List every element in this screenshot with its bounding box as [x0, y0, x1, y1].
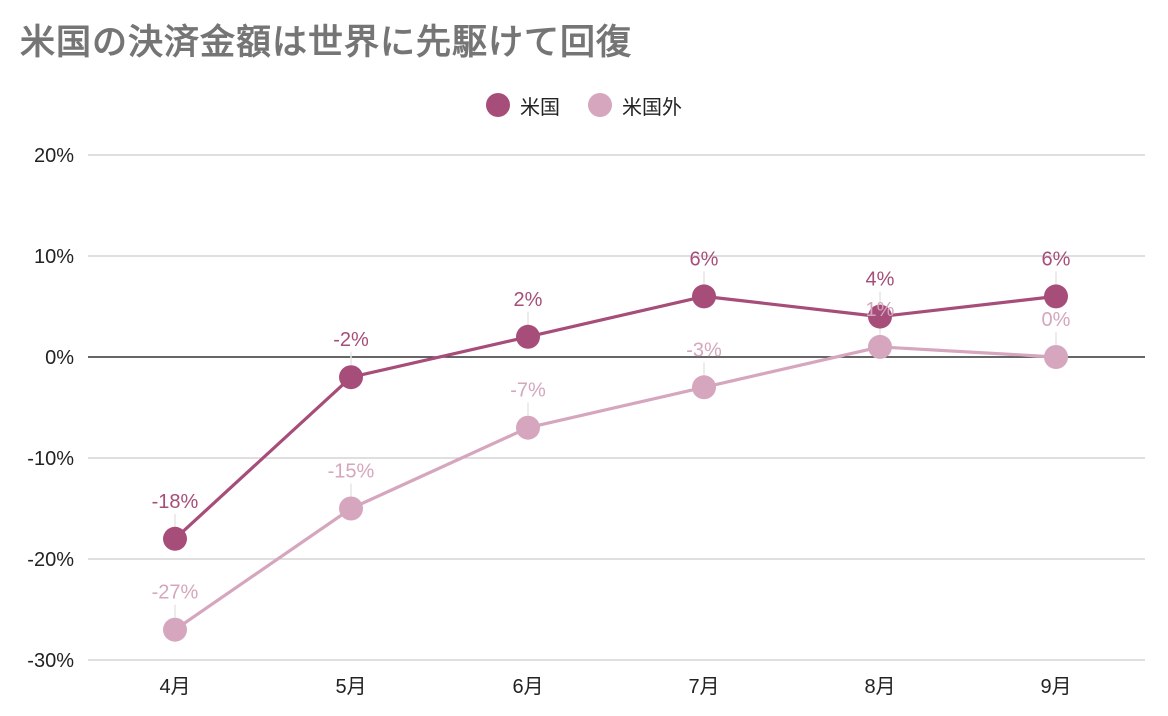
- y-tick-label: 20%: [34, 145, 74, 167]
- data-label: 0%: [1042, 309, 1071, 331]
- y-tick-label: -20%: [27, 549, 74, 571]
- data-point: [1044, 284, 1068, 309]
- data-point: [692, 284, 716, 309]
- chart-title: 米国の決済金額は世界に先駆けて回復: [20, 23, 633, 63]
- x-tick-label: 4月: [159, 676, 190, 698]
- series-lines: [173, 294, 1057, 632]
- data-point: [339, 365, 363, 390]
- legend-marker-non-us: [588, 93, 612, 117]
- data-label: 4%: [866, 269, 895, 291]
- y-tick-label: 10%: [34, 246, 74, 268]
- data-label: -7%: [510, 380, 546, 402]
- legend-label-non-us: 米国外: [622, 94, 682, 119]
- legend-item-us: 米国: [486, 91, 560, 120]
- data-label: 6%: [690, 248, 719, 270]
- x-axis-labels: 4月 5月 6月 7月 8月 9月: [159, 676, 1071, 698]
- data-points: [163, 284, 1068, 642]
- data-point: [1044, 345, 1068, 369]
- data-label-leaders: [174, 271, 1057, 618]
- data-label: -15%: [328, 461, 375, 483]
- data-point: [868, 304, 892, 329]
- data-label: 1%: [866, 299, 895, 321]
- data-label: -27%: [152, 582, 199, 604]
- legend-item-non-us: 米国外: [588, 91, 682, 120]
- y-tick-label: -30%: [27, 650, 74, 672]
- data-point: [516, 415, 540, 440]
- data-point: [163, 617, 187, 642]
- y-tick-label: 0%: [45, 347, 74, 369]
- data-point: [692, 375, 716, 400]
- x-tick-label: 7月: [688, 676, 719, 698]
- y-tick-label: -10%: [27, 448, 74, 470]
- data-label: -18%: [152, 491, 199, 513]
- data-label: -2%: [333, 329, 369, 351]
- series-line: [174, 345, 1057, 632]
- x-tick-label: 6月: [512, 676, 543, 698]
- data-label: 6%: [1042, 248, 1071, 270]
- data-point: [163, 526, 187, 551]
- legend-label-us: 米国: [520, 94, 560, 119]
- x-tick-label: 5月: [335, 676, 366, 698]
- series-line: [173, 294, 1057, 540]
- x-tick-label: 9月: [1040, 676, 1071, 698]
- data-point: [516, 324, 540, 349]
- data-point: [339, 496, 363, 521]
- legend: 米国 米国外: [0, 88, 1168, 122]
- data-labels: -27% -15% -7% -3% 1% 0% -18% -2% 2% 6% 4% 6%: [152, 248, 1071, 603]
- data-label: -3%: [686, 339, 722, 361]
- y-axis-labels: 20% 10% 0% -10% -20% -30%: [27, 145, 74, 672]
- data-point: [868, 334, 892, 359]
- data-label: 2%: [514, 289, 543, 311]
- x-tick-label: 8月: [864, 676, 895, 698]
- legend-marker-us: [486, 93, 510, 117]
